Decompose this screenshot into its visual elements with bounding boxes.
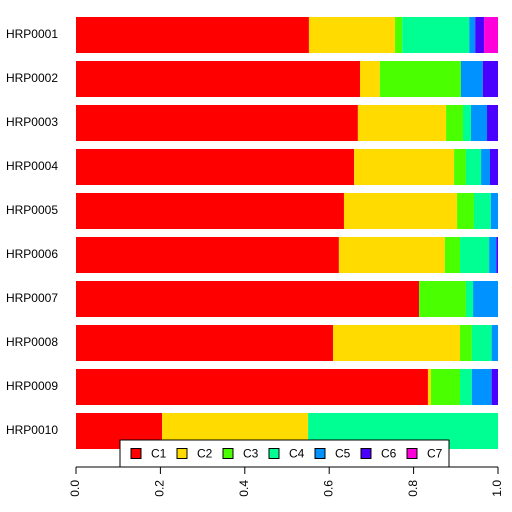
bar-segment (76, 193, 344, 229)
bar-segment (473, 281, 498, 317)
legend-swatch (360, 448, 372, 459)
bar-segment (465, 149, 482, 185)
x-tick-label: 0.4 (237, 480, 251, 497)
bar-segment (482, 61, 498, 97)
bar-segment (332, 325, 461, 361)
bar-segment (430, 369, 461, 405)
x-tick-label: 0.8 (406, 480, 420, 497)
bar-segment (427, 369, 431, 405)
bar-segment (76, 325, 333, 361)
bar-segment (490, 193, 498, 229)
bar-segment (454, 149, 466, 185)
bar-segment (76, 237, 339, 273)
bar-segment (76, 369, 428, 405)
legend-label: C5 (335, 447, 351, 461)
bar-segment (338, 237, 445, 273)
bar-segment (460, 61, 483, 97)
bar-segment (402, 17, 470, 53)
legend-label: C3 (243, 447, 259, 461)
bar-segment (487, 105, 498, 141)
y-tick-label: HRP0005 (6, 203, 58, 217)
y-tick-label: HRP0006 (6, 247, 58, 261)
bar-segment (469, 17, 476, 53)
x-tick-label: 0.2 (153, 480, 167, 497)
x-tick-label: 0.6 (321, 480, 335, 497)
bar-segment (354, 149, 455, 185)
legend-swatch (268, 448, 280, 459)
y-tick-label: HRP0001 (6, 27, 58, 41)
legend-label: C7 (427, 447, 443, 461)
legend-swatch (176, 448, 188, 459)
legend-swatch (130, 448, 142, 459)
bar-segment (462, 105, 471, 141)
bar-segment (343, 193, 458, 229)
bar-segment (470, 105, 488, 141)
y-tick-label: HRP0004 (6, 159, 58, 173)
bar-segment (491, 325, 498, 361)
bar-segment (489, 149, 498, 185)
bar-segment (76, 105, 358, 141)
bar-segment (76, 281, 420, 317)
x-tick-label: 1.0 (490, 480, 504, 497)
bar-segment (471, 369, 492, 405)
bar-segment (491, 369, 498, 405)
bar-segment (473, 193, 491, 229)
legend-label: C2 (197, 447, 213, 461)
bar-segment (465, 281, 474, 317)
bar-segment (357, 105, 447, 141)
bar-segment (379, 61, 461, 97)
y-tick-label: HRP0009 (6, 379, 58, 393)
bar-segment (475, 17, 485, 53)
bar-segment (460, 369, 472, 405)
y-tick-label: HRP0008 (6, 335, 58, 349)
y-tick-label: HRP0010 (6, 423, 58, 437)
bar-segment (484, 17, 498, 53)
bar-segment (460, 325, 472, 361)
bar-segment (446, 105, 463, 141)
x-tick-label: 0.0 (68, 480, 82, 497)
bar-segment (457, 193, 474, 229)
legend-box (119, 439, 450, 468)
bar-segment (460, 237, 490, 273)
legend-label: C4 (289, 447, 305, 461)
bar-segment (481, 149, 490, 185)
bar-segment (444, 237, 461, 273)
bar-segment (76, 17, 309, 53)
y-tick-label: HRP0002 (6, 71, 58, 85)
bar-segment (76, 61, 361, 97)
legend-swatch (406, 448, 418, 459)
bar-segment (496, 237, 498, 273)
bar-segment (76, 149, 355, 185)
bar-segment (489, 237, 497, 273)
bar-segment (395, 17, 403, 53)
y-tick-label: HRP0003 (6, 115, 58, 129)
y-tick-label: HRP0007 (6, 291, 58, 305)
legend-label: C6 (381, 447, 397, 461)
bar-segment (308, 17, 396, 53)
bar-segment (471, 325, 492, 361)
bar-segment (419, 281, 466, 317)
legend-swatch (222, 448, 234, 459)
legend-swatch (314, 448, 326, 459)
legend-label: C1 (151, 447, 167, 461)
bar-segment (360, 61, 380, 97)
